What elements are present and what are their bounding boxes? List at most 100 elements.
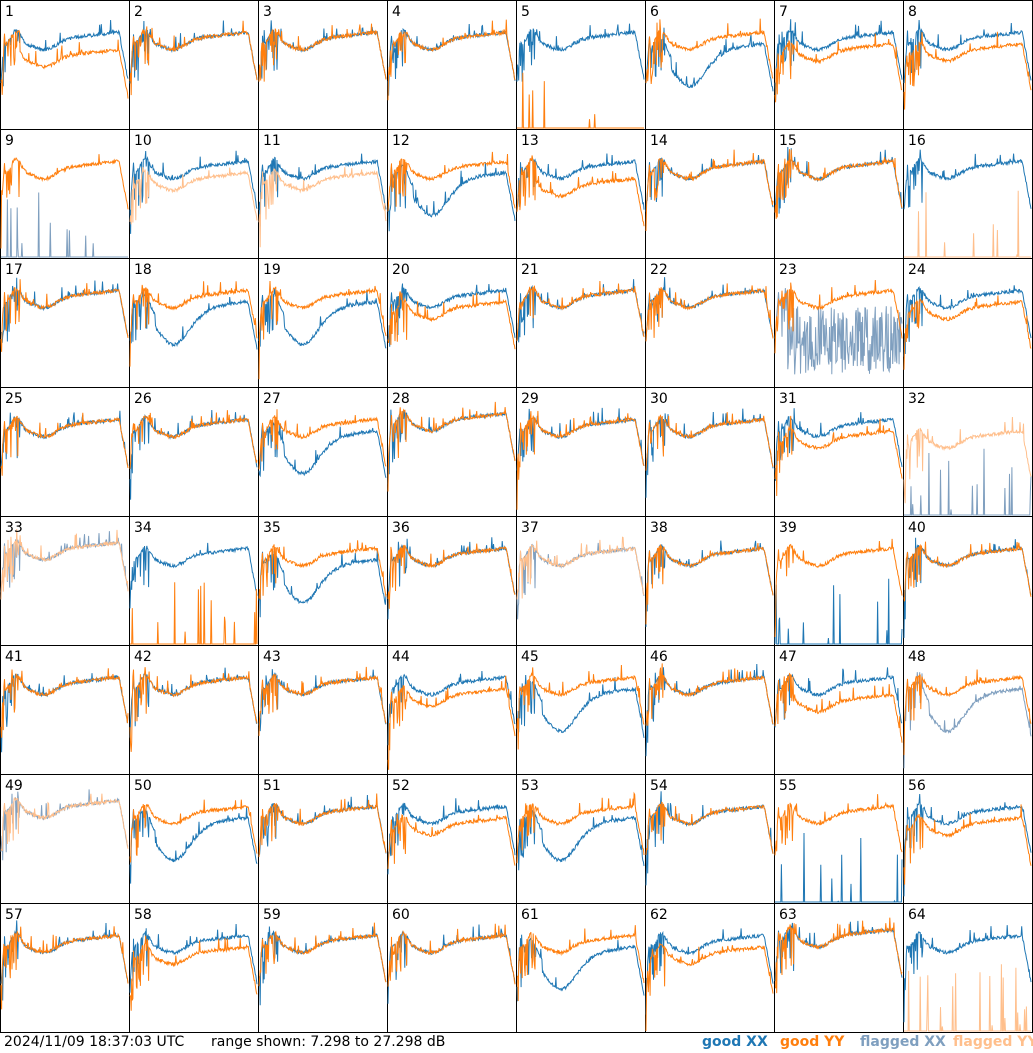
- series-xx-32: [904, 448, 1032, 516]
- series-xx-7: [774, 19, 903, 101]
- series-xx-13: [516, 153, 645, 212]
- panel-12: 12: [387, 129, 517, 259]
- series-yy-13: [516, 155, 645, 227]
- panel-39: 39: [774, 516, 904, 646]
- panel-label: 30: [650, 391, 668, 407]
- panel-58: 58: [129, 903, 259, 1033]
- panel-label: 39: [779, 520, 797, 536]
- series-yy-61: [517, 925, 645, 1002]
- series-xx-27: [258, 422, 387, 478]
- panel-label: 26: [134, 391, 152, 407]
- panel-label: 24: [908, 262, 926, 278]
- panel-34: 34: [129, 516, 259, 646]
- series-yy-12: [387, 151, 516, 212]
- panel-label: 7: [779, 4, 788, 20]
- series-yy-9: [0, 154, 129, 249]
- series-yy-57: [0, 926, 129, 1010]
- series-yy-20: [387, 291, 516, 350]
- panel-label: 42: [134, 649, 152, 665]
- panel-label: 22: [650, 262, 668, 278]
- panel-11: 11: [258, 129, 388, 259]
- panel-label: 64: [908, 907, 926, 923]
- panel-35: 35: [258, 516, 388, 646]
- panel-label: 20: [392, 262, 410, 278]
- panel-label: 46: [650, 649, 668, 665]
- series-yy-29: [516, 410, 645, 510]
- panel-26: 26: [129, 387, 259, 517]
- panel-21: 21: [516, 258, 646, 388]
- series-yy-56: [903, 804, 1032, 885]
- panel-40: 40: [903, 516, 1033, 646]
- legend-good-yy: good YY: [780, 1034, 845, 1050]
- panel-label: 32: [908, 391, 926, 407]
- series-yy-30: [645, 412, 774, 471]
- panel-13: 13: [516, 129, 646, 259]
- panel-label: 55: [779, 778, 797, 794]
- series-xx-51: [258, 794, 387, 856]
- panel-36: 36: [387, 516, 517, 646]
- panel-27: 27: [258, 387, 388, 517]
- panel-label: 27: [263, 391, 281, 407]
- panel-label: 60: [392, 907, 410, 923]
- series-yy-45: [516, 664, 645, 750]
- series-yy-22: [645, 283, 774, 342]
- panel-10: 10: [129, 129, 259, 259]
- series-xx-15: [774, 146, 903, 214]
- panel-14: 14: [645, 129, 775, 259]
- panel-28: 28: [387, 387, 517, 517]
- series-yy-17: [0, 279, 129, 352]
- panel-label: 11: [263, 133, 281, 149]
- panel-label: 51: [263, 778, 281, 794]
- panel-41: 41: [0, 645, 130, 775]
- panel-59: 59: [258, 903, 388, 1033]
- panel-33: 33: [0, 516, 130, 646]
- series-xx-20: [387, 283, 516, 347]
- legend-flagged-xx: flagged XX: [860, 1034, 946, 1050]
- panel-label: 37: [521, 520, 539, 536]
- series-xx-35: [258, 550, 387, 618]
- panel-label: 29: [521, 391, 539, 407]
- series-yy-5: [517, 72, 644, 129]
- panel-label: 25: [5, 391, 23, 407]
- panel-label: 54: [650, 778, 668, 794]
- series-yy-60: [387, 923, 516, 987]
- series-xx-44: [387, 670, 516, 746]
- panel-frame: [258, 0, 388, 130]
- panel-label: 6: [650, 4, 659, 20]
- series-xx-16: [903, 149, 1032, 210]
- panel-label: 21: [521, 262, 539, 278]
- series-yy-47: [774, 672, 903, 743]
- panel-20: 20: [387, 258, 517, 388]
- panel-54: 54: [645, 774, 775, 904]
- panel-label: 43: [263, 649, 281, 665]
- series-yy-52: [387, 813, 516, 869]
- panel-label: 63: [779, 907, 797, 923]
- panel-30: 30: [645, 387, 775, 517]
- series-xx-58: [129, 923, 258, 993]
- series-xx-22: [645, 277, 774, 342]
- series-yy-28: [387, 401, 516, 492]
- panel-frame: [0, 0, 130, 130]
- series-xx-5: [516, 23, 645, 82]
- panel-label: 58: [134, 907, 152, 923]
- panel-22: 22: [645, 258, 775, 388]
- series-yy-62: [645, 942, 774, 1032]
- panel-label: 45: [521, 649, 539, 665]
- panel-label: 44: [392, 649, 410, 665]
- panel-frame: [903, 0, 1033, 130]
- series-xx-62: [645, 928, 774, 1015]
- panel-label: 13: [521, 133, 539, 149]
- series-yy-11: [258, 167, 387, 248]
- panel-37: 37: [516, 516, 646, 646]
- series-xx-30: [645, 408, 774, 498]
- panel-label: 49: [5, 778, 23, 794]
- timestamp: 2024/11/09 18:37:03 UTC: [4, 1034, 185, 1050]
- panel-48: 48: [903, 645, 1033, 775]
- panel-label: 15: [779, 133, 797, 149]
- panel-label: 2: [134, 4, 143, 20]
- series-xx-19: [258, 288, 387, 349]
- series-xx-18: [129, 289, 258, 350]
- panel-label: 17: [5, 262, 23, 278]
- series-yy-33: [0, 528, 129, 600]
- series-yy-38: [645, 542, 774, 625]
